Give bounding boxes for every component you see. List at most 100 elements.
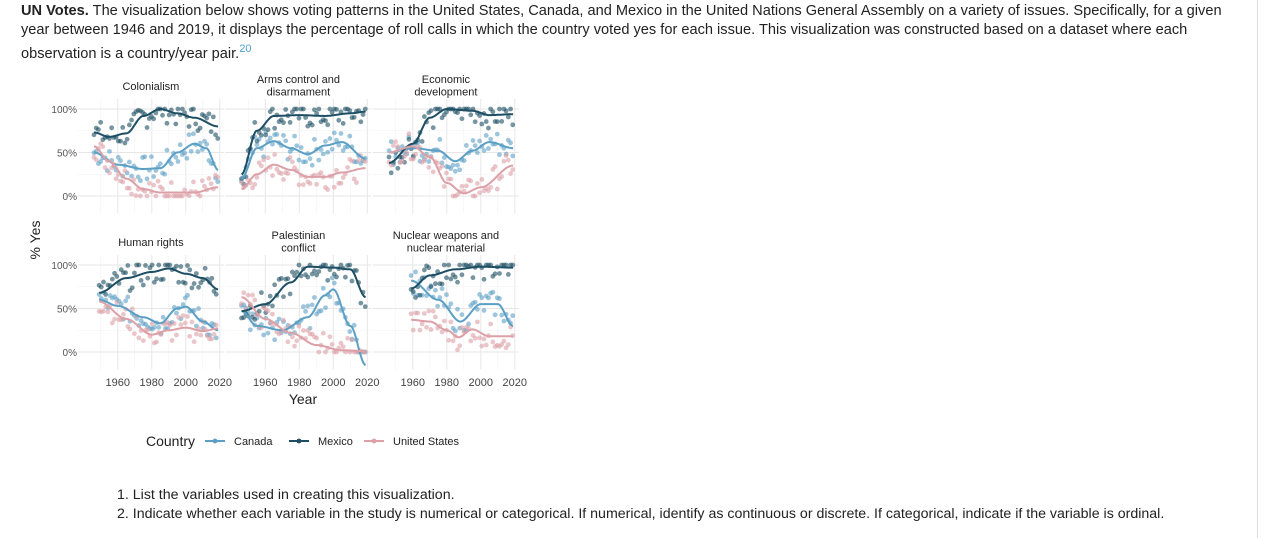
data-point-united-states	[305, 328, 311, 333]
data-point-mexico	[386, 154, 392, 160]
data-point-canada	[195, 149, 201, 155]
data-point-united-states	[399, 159, 405, 164]
data-point-canada	[274, 132, 280, 137]
data-point-united-states	[338, 340, 344, 346]
data-point-canada	[168, 161, 174, 167]
data-point-canada	[499, 312, 505, 318]
data-point-united-states	[133, 193, 139, 199]
data-point-united-states	[457, 343, 463, 349]
data-point-mexico	[477, 113, 483, 118]
data-point-united-states	[105, 309, 111, 315]
facet-title: nuclear material	[407, 243, 485, 255]
x-tick-label: 2020	[355, 377, 379, 389]
data-point-united-states	[252, 181, 258, 187]
data-point-united-states	[169, 338, 175, 343]
data-point-canada	[327, 136, 333, 141]
data-point-canada	[142, 154, 148, 160]
data-point-mexico	[270, 303, 275, 309]
data-point-canada	[188, 148, 194, 154]
data-point-canada	[118, 158, 123, 164]
data-point-united-states	[215, 174, 221, 180]
data-point-mexico	[490, 109, 496, 115]
data-point-united-states	[314, 181, 320, 187]
data-point-canada	[129, 173, 134, 179]
data-point-united-states	[307, 181, 313, 186]
data-point-canada	[492, 312, 498, 318]
data-point-mexico	[151, 116, 157, 122]
data-point-united-states	[296, 182, 302, 188]
data-point-united-states	[430, 169, 436, 175]
data-point-mexico	[103, 292, 109, 297]
data-point-united-states	[492, 164, 498, 169]
data-point-united-states	[239, 301, 244, 306]
intro-lead: UN Votes.	[21, 3, 89, 19]
data-point-mexico	[124, 136, 130, 142]
facet-title: conflict	[281, 243, 315, 255]
data-point-canada	[490, 289, 496, 295]
trend-line-canada	[411, 279, 514, 327]
data-point-canada	[196, 306, 201, 311]
data-point-mexico	[444, 275, 449, 281]
data-point-united-states	[428, 327, 434, 332]
data-point-mexico	[101, 279, 106, 285]
x-tick-label: 1960	[401, 377, 425, 389]
data-point-canada	[323, 305, 328, 311]
data-point-mexico	[213, 291, 219, 297]
data-point-canada	[408, 273, 414, 278]
data-point-united-states	[136, 335, 142, 341]
data-point-united-states	[102, 165, 108, 171]
data-point-mexico	[468, 262, 474, 268]
data-point-canada	[123, 298, 129, 304]
footnote-link[interactable]: 20	[239, 43, 252, 55]
data-point-united-states	[132, 331, 137, 337]
data-point-mexico	[287, 119, 293, 125]
data-point-united-states	[421, 311, 427, 316]
data-point-mexico	[160, 276, 166, 282]
data-point-canada	[177, 142, 183, 148]
data-point-united-states	[289, 159, 295, 165]
data-point-united-states	[345, 335, 350, 341]
data-point-united-states	[477, 335, 483, 341]
data-point-united-states	[472, 193, 478, 199]
question-1: 1. List the variables used in creating t…	[117, 487, 455, 503]
data-point-united-states	[107, 170, 112, 176]
data-point-mexico	[151, 279, 157, 285]
data-point-mexico	[209, 275, 215, 281]
data-point-united-states	[209, 336, 215, 342]
data-point-canada	[508, 140, 513, 146]
data-point-mexico	[289, 269, 295, 275]
data-point-canada	[497, 152, 502, 158]
data-point-united-states	[444, 170, 449, 176]
data-point-united-states	[501, 338, 507, 344]
data-point-mexico	[499, 119, 505, 124]
data-point-mexico	[96, 127, 101, 132]
trend-line-mexico	[99, 267, 219, 294]
data-point-united-states	[294, 338, 300, 344]
data-point-mexico	[470, 275, 476, 281]
data-point-united-states	[168, 180, 174, 185]
data-point-united-states	[278, 171, 284, 176]
data-point-mexico	[287, 291, 293, 297]
data-point-canada	[461, 158, 467, 163]
data-point-mexico	[421, 114, 427, 119]
data-point-mexico	[312, 268, 317, 274]
trend-line-united-states	[411, 318, 514, 339]
trend-line-canada	[241, 288, 367, 366]
data-point-canada	[435, 303, 441, 309]
data-point-canada	[475, 306, 480, 312]
data-point-canada	[338, 131, 344, 136]
data-point-united-states	[354, 180, 359, 185]
data-point-mexico	[316, 106, 322, 112]
data-point-mexico	[123, 270, 129, 276]
data-point-united-states	[300, 328, 306, 333]
data-point-mexico	[362, 106, 368, 112]
data-point-canada	[510, 313, 516, 319]
data-point-united-states	[267, 320, 273, 326]
data-point-mexico	[166, 112, 172, 118]
data-point-united-states	[213, 322, 219, 328]
data-point-united-states	[189, 319, 195, 325]
data-point-united-states	[488, 321, 494, 327]
data-point-united-states	[314, 335, 320, 341]
data-point-canada	[254, 142, 260, 148]
data-point-canada	[180, 302, 186, 307]
